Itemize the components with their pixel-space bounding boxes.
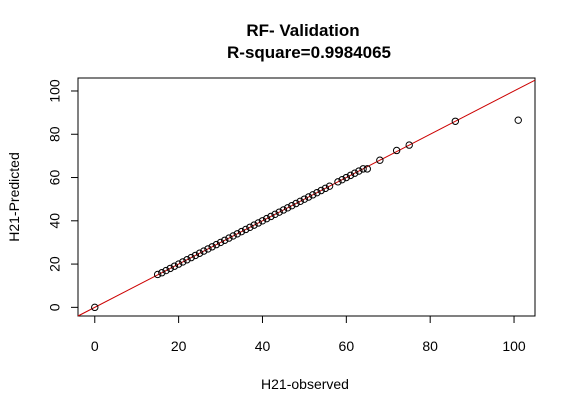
y-tick-label: 80 — [47, 126, 63, 142]
data-point — [514, 116, 522, 124]
chart-title: RF- Validation — [246, 21, 359, 40]
y-axis: 0 20 40 60 80 100 — [47, 79, 79, 311]
y-tick-label: 40 — [47, 213, 63, 229]
data-point — [258, 217, 267, 225]
data-point — [153, 270, 162, 279]
data-point — [237, 227, 246, 236]
data-point — [254, 219, 262, 227]
data-point — [166, 264, 174, 273]
data-point — [292, 199, 300, 208]
data-point — [451, 117, 460, 125]
data-point — [204, 245, 212, 253]
chart-subtitle: R-square=0.9984065 — [227, 43, 391, 62]
plot-content — [77, 79, 536, 317]
data-point — [208, 243, 216, 251]
data-point — [317, 186, 325, 195]
data-point — [304, 193, 313, 201]
data-point — [334, 178, 342, 186]
x-axis: 0 20 40 60 80 100 — [91, 315, 526, 354]
data-point — [338, 175, 346, 184]
data-point — [221, 236, 229, 244]
x-tick-label: 80 — [422, 338, 438, 354]
y-tick-label: 0 — [47, 303, 63, 311]
data-point — [191, 251, 200, 260]
data-point — [309, 191, 317, 199]
data-point — [342, 173, 351, 182]
data-point — [405, 141, 413, 149]
y-tick-label: 20 — [47, 256, 63, 272]
data-point — [346, 171, 355, 180]
data-point — [216, 238, 225, 247]
data-point — [225, 234, 233, 242]
x-tick-label: 60 — [339, 338, 355, 354]
data-point — [313, 188, 321, 197]
data-point — [325, 182, 334, 190]
data-point — [363, 165, 371, 173]
data-point — [262, 214, 271, 223]
x-tick-label: 0 — [91, 338, 99, 354]
data-point — [170, 262, 179, 270]
data-point — [376, 156, 384, 164]
data-point — [275, 208, 283, 216]
data-point — [187, 253, 195, 262]
data-point — [179, 258, 187, 266]
reference-line — [77, 79, 536, 317]
data-point — [233, 230, 242, 238]
data-point — [246, 223, 254, 231]
data-point — [174, 260, 183, 268]
data-point — [392, 146, 401, 155]
x-tick-label: 20 — [171, 338, 187, 354]
y-tick-label: 100 — [47, 79, 63, 103]
data-point — [200, 247, 208, 255]
y-tick-label: 60 — [47, 170, 63, 186]
data-point — [283, 204, 292, 212]
data-point — [288, 201, 296, 210]
data-point — [242, 225, 250, 234]
x-axis-label: H21-observed — [261, 376, 349, 392]
data-point — [250, 221, 258, 229]
data-point — [229, 232, 237, 240]
data-point — [359, 165, 367, 173]
data-point — [351, 169, 359, 177]
data-point — [321, 184, 330, 193]
data-point — [300, 195, 309, 203]
data-point — [158, 269, 166, 277]
data-point — [296, 197, 304, 206]
data-point — [279, 206, 288, 214]
y-axis-label: H21-Predicted — [6, 152, 22, 242]
data-point — [267, 212, 275, 221]
data-point — [162, 266, 170, 275]
data-point — [212, 240, 221, 249]
data-point — [183, 256, 191, 264]
data-point — [195, 249, 204, 257]
data-point — [91, 303, 99, 312]
data-point — [271, 210, 279, 219]
x-tick-label: 100 — [502, 338, 526, 354]
data-point — [355, 167, 363, 175]
x-tick-label: 40 — [255, 338, 271, 354]
